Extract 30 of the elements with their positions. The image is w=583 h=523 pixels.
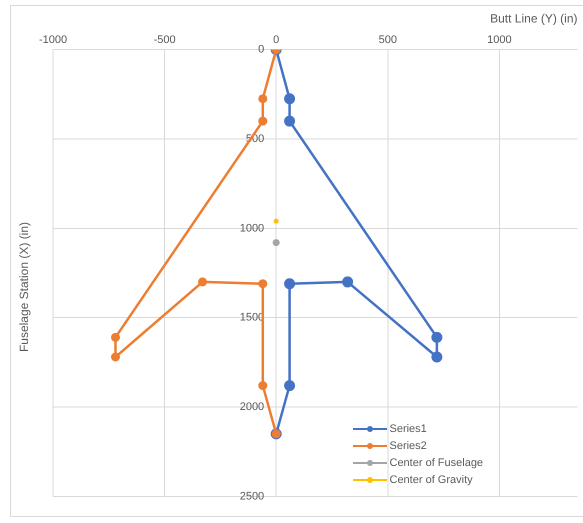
point	[431, 332, 442, 343]
point	[110, 332, 120, 342]
point	[110, 352, 120, 362]
x-tick-label: 500	[378, 34, 397, 46]
point	[284, 116, 296, 127]
point	[258, 381, 268, 390]
point	[284, 278, 296, 290]
legend-label: Center of Gravity	[390, 474, 473, 486]
legend-label: Series1	[390, 422, 427, 435]
x-tick-label: 0	[273, 34, 280, 46]
point	[284, 380, 296, 392]
legend-label: Series2	[390, 440, 427, 452]
y-tick-label: 2000	[240, 401, 264, 414]
y-axis-title: Fuselage Station (X) (in)	[17, 222, 31, 352]
y-tick-label: 0	[258, 44, 264, 56]
point	[198, 277, 208, 286]
y-tick-label: 2500	[240, 490, 264, 502]
point	[258, 279, 268, 288]
x-tick-label: -500	[154, 34, 176, 46]
point	[258, 94, 268, 104]
point	[258, 116, 268, 126]
point	[284, 93, 296, 104]
x-tick-label: 1000	[487, 34, 512, 46]
x-tick-label: -1000	[38, 34, 68, 46]
point	[272, 239, 280, 246]
x-axis-title: Butt Line (Y) (in)	[490, 12, 578, 26]
point	[342, 276, 354, 288]
legend-label: Center of Fuselage	[390, 456, 484, 469]
point	[431, 352, 442, 362]
y-tick-label: 1000	[240, 222, 264, 234]
